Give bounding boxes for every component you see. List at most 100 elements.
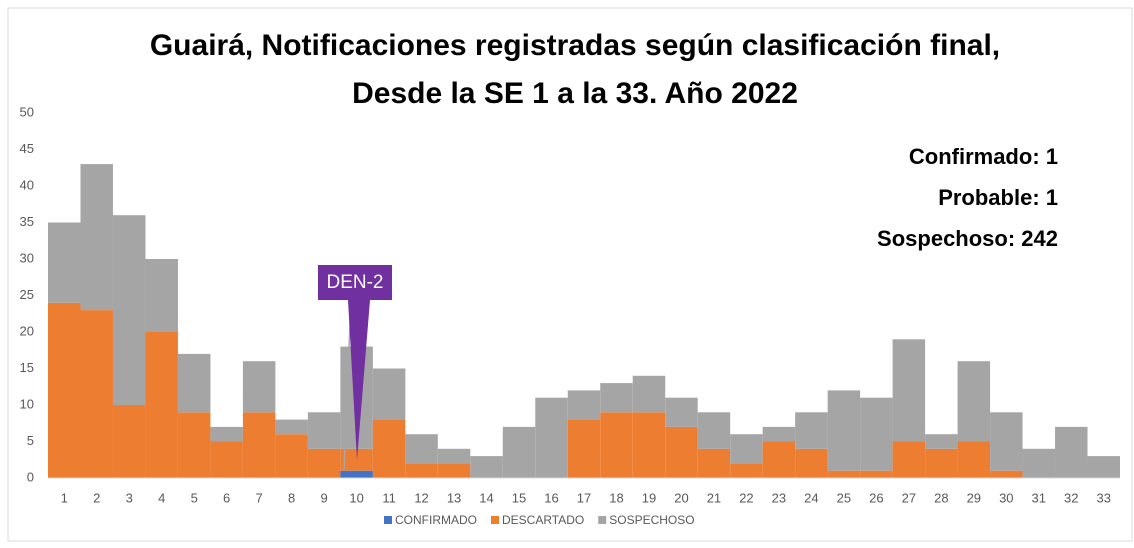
bar-segment [957, 441, 991, 478]
bar-segment [957, 361, 991, 442]
bar-segment [177, 412, 211, 478]
bar-segment [1087, 456, 1120, 478]
legend-label: CONFIRMADO [395, 513, 477, 527]
bar-segment [210, 441, 243, 478]
bar-segment [730, 463, 763, 478]
bar-segment [405, 434, 438, 464]
x-tick-label: 18 [609, 490, 623, 505]
bar-segment [502, 426, 536, 478]
bar-segment [665, 426, 698, 478]
bar-segment [535, 397, 568, 478]
bar-segment [632, 375, 666, 413]
x-tick-label: 17 [577, 490, 591, 505]
bar-segment [242, 412, 276, 478]
bar-segment [437, 448, 471, 464]
bar-segment [567, 390, 601, 420]
x-tick-label: 16 [544, 490, 558, 505]
bar-segment [340, 470, 373, 478]
legend-swatch [384, 516, 392, 524]
legend-label: DESCARTADO [502, 513, 584, 527]
bar-segment [860, 470, 893, 478]
legend-swatch [491, 516, 499, 524]
y-tick-label: 35 [20, 214, 34, 229]
bar-segment [762, 426, 796, 442]
bar-segment [827, 390, 861, 471]
bar-segment [275, 419, 308, 435]
bar-segment [925, 448, 958, 478]
bar-segment [925, 434, 958, 449]
bar-segment [470, 456, 503, 478]
x-tick-label: 30 [999, 490, 1013, 505]
x-tick-label: 19 [642, 490, 656, 505]
bar-segment [762, 441, 796, 478]
legend-label: SOSPECHOSO [609, 513, 694, 527]
x-tick-label: 15 [512, 490, 526, 505]
bar-segment [730, 434, 763, 464]
x-tick-label: 9 [321, 490, 328, 505]
bar-segment [242, 361, 276, 413]
x-tick-label: 21 [707, 490, 721, 505]
bar-segment [275, 434, 308, 478]
bar-segment [112, 215, 146, 405]
bar-segment [48, 302, 81, 478]
x-tick-label: 14 [479, 490, 493, 505]
bar-segment [892, 441, 926, 478]
x-tick-label: 23 [772, 490, 786, 505]
bar-segment [372, 368, 406, 420]
callout-label: DEN-2 [326, 272, 383, 293]
bar-segment [600, 383, 633, 413]
bar-segment [1022, 448, 1056, 478]
y-tick-label: 10 [20, 396, 34, 411]
x-tick-label: 24 [804, 490, 818, 505]
bar-segment [795, 448, 828, 478]
bar-segment [860, 397, 893, 471]
y-tick-label: 15 [20, 360, 34, 375]
bar-segment [1055, 426, 1088, 478]
y-tick-label: 45 [20, 141, 34, 156]
x-tick-label: 22 [739, 490, 753, 505]
bar-segment [697, 412, 731, 449]
x-tick-label: 1 [61, 490, 68, 505]
bar-segment [145, 332, 178, 478]
bar-segment [340, 448, 373, 471]
y-tick-label: 0 [27, 469, 34, 484]
bar-segment [437, 463, 471, 478]
bar-segment [697, 448, 731, 478]
bar-segment [112, 405, 146, 478]
x-tick-label: 5 [191, 490, 198, 505]
x-tick-label: 7 [256, 490, 263, 505]
annotation: Probable: 1 [938, 185, 1058, 210]
bar-segment [80, 164, 113, 311]
x-tick-label: 8 [288, 490, 295, 505]
x-tick-label: 2 [93, 490, 100, 505]
bar-segment [405, 463, 438, 478]
bar-segment [632, 412, 666, 478]
x-tick-label: 28 [934, 490, 948, 505]
bar-segment [307, 412, 341, 449]
chart-title: Guairá, Notificaciones registradas según… [150, 29, 1000, 62]
bar-segment [827, 470, 861, 478]
x-tick-label: 12 [414, 490, 428, 505]
bar-segment [567, 419, 601, 478]
x-tick-label: 26 [869, 490, 883, 505]
bar-segment [372, 419, 406, 478]
bar-segment [210, 426, 243, 442]
x-tick-label: 32 [1064, 490, 1078, 505]
legend-swatch [598, 516, 607, 524]
x-tick-label: 6 [223, 490, 230, 505]
bar-segment [600, 412, 633, 478]
y-tick-label: 20 [20, 323, 34, 338]
y-tick-label: 25 [20, 287, 34, 302]
bar-segment [795, 412, 828, 449]
bar-segment [307, 448, 341, 478]
x-tick-label: 13 [447, 490, 461, 505]
y-tick-label: 30 [20, 250, 34, 265]
x-tick-label: 4 [158, 490, 165, 505]
chart-subtitle: Desde la SE 1 a la 33. Año 2022 [352, 77, 798, 110]
bar-segment [892, 339, 926, 442]
y-tick-label: 5 [27, 433, 34, 448]
bar-segment [177, 353, 211, 413]
annotation: Sospechoso: 242 [877, 226, 1058, 251]
x-tick-label: 27 [902, 490, 916, 505]
